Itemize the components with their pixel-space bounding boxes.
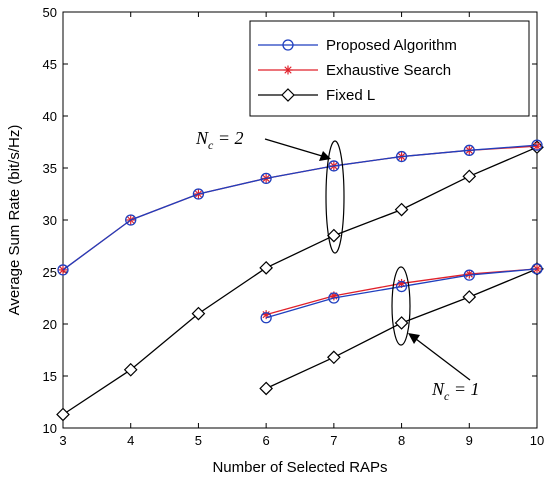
- x-tick-label: 3: [59, 433, 66, 448]
- data-point: [531, 139, 543, 151]
- legend-item: Proposed Algorithm: [258, 37, 457, 54]
- data-point: [463, 269, 475, 281]
- annotation-layer: Nc = 2 Nc = 1: [195, 128, 480, 403]
- legend-marker: [281, 88, 295, 102]
- legend-box: [249, 20, 530, 117]
- legend: Proposed Algorithm Exhaustive Search Fixed…: [249, 20, 530, 117]
- data-point: [462, 169, 477, 184]
- y-tick-label: 20: [43, 317, 57, 332]
- legend-item: Exhaustive Search: [258, 62, 451, 79]
- data-point: [328, 292, 340, 304]
- y-tick-label: 45: [43, 57, 57, 72]
- asterisk-stroke: [262, 310, 270, 319]
- series-4: [261, 264, 542, 320]
- x-tick-label: 4: [127, 433, 134, 448]
- y-tick-label: 50: [43, 5, 57, 20]
- data-point: [123, 362, 138, 377]
- asterisk-stroke: [465, 270, 473, 278]
- y-tick-label: 25: [43, 265, 57, 280]
- legend-marker: [282, 39, 294, 51]
- y-tick-label: 30: [43, 213, 57, 228]
- series-line: [62, 144, 538, 271]
- annotation-arrowhead-nc2: [319, 151, 331, 161]
- series-3: [260, 263, 543, 324]
- annotation-nc1: Nc = 1: [431, 379, 480, 403]
- data-point: [463, 144, 475, 156]
- series-line: [265, 268, 538, 319]
- data-point: [56, 407, 70, 422]
- annotation-arrowhead-nc1: [408, 333, 420, 344]
- series-2: [56, 140, 544, 422]
- y-axis-label: Average Sum Rate (bit/s/Hz): [6, 125, 23, 316]
- data-point: [260, 172, 272, 185]
- legend-label: Proposed Algorithm: [326, 37, 457, 54]
- group-ellipse-nc2: [325, 140, 345, 254]
- x-tick-label: 10: [530, 433, 544, 448]
- legend-marker: [283, 65, 293, 75]
- data-point: [395, 150, 408, 163]
- y-tick-label: 15: [43, 369, 57, 384]
- legend-item: Fixed L: [258, 87, 375, 104]
- x-tick-label: 7: [330, 433, 337, 448]
- x-tick-label: 5: [195, 433, 202, 448]
- group-ellipse-nc1: [391, 266, 411, 346]
- data-point: [328, 160, 340, 172]
- data-point: [259, 381, 273, 396]
- x-tick-label: 9: [466, 433, 473, 448]
- data-point: [395, 280, 408, 293]
- series-0: [57, 139, 543, 276]
- legend-label: Fixed L: [326, 87, 375, 104]
- data-point: [192, 188, 205, 200]
- axis-ticks: [62, 11, 538, 429]
- x-axis-label: Number of Selected RAPs: [212, 459, 387, 476]
- data-point: [327, 350, 341, 365]
- series-line: [62, 146, 538, 416]
- data-point: [462, 290, 477, 304]
- x-tick-label: 8: [398, 433, 405, 448]
- series-layer: [56, 139, 544, 422]
- annotation-arrow-nc2: [264, 138, 323, 157]
- asterisk-stroke: [284, 66, 292, 74]
- annotation-nc2: Nc = 2: [195, 128, 244, 152]
- data-point: [464, 269, 474, 279]
- y-tick-label: 35: [43, 161, 57, 176]
- data-point: [394, 316, 409, 330]
- legend-label: Exhaustive Search: [326, 62, 451, 79]
- asterisk-stroke: [533, 142, 541, 150]
- data-point: [531, 263, 543, 275]
- data-point: [260, 312, 272, 324]
- data-point: [57, 264, 69, 276]
- x-tick-label: 6: [263, 433, 270, 448]
- data-point: [259, 260, 273, 275]
- y-tick-label: 10: [43, 421, 57, 436]
- data-point: [532, 141, 542, 151]
- annotation-arrow-nc1: [415, 338, 471, 381]
- y-tick-label: 40: [43, 109, 57, 124]
- data-point: [394, 202, 409, 217]
- data-point: [327, 228, 341, 243]
- data-point: [191, 306, 206, 321]
- asterisk-stroke: [397, 279, 406, 288]
- data-point: [125, 214, 137, 226]
